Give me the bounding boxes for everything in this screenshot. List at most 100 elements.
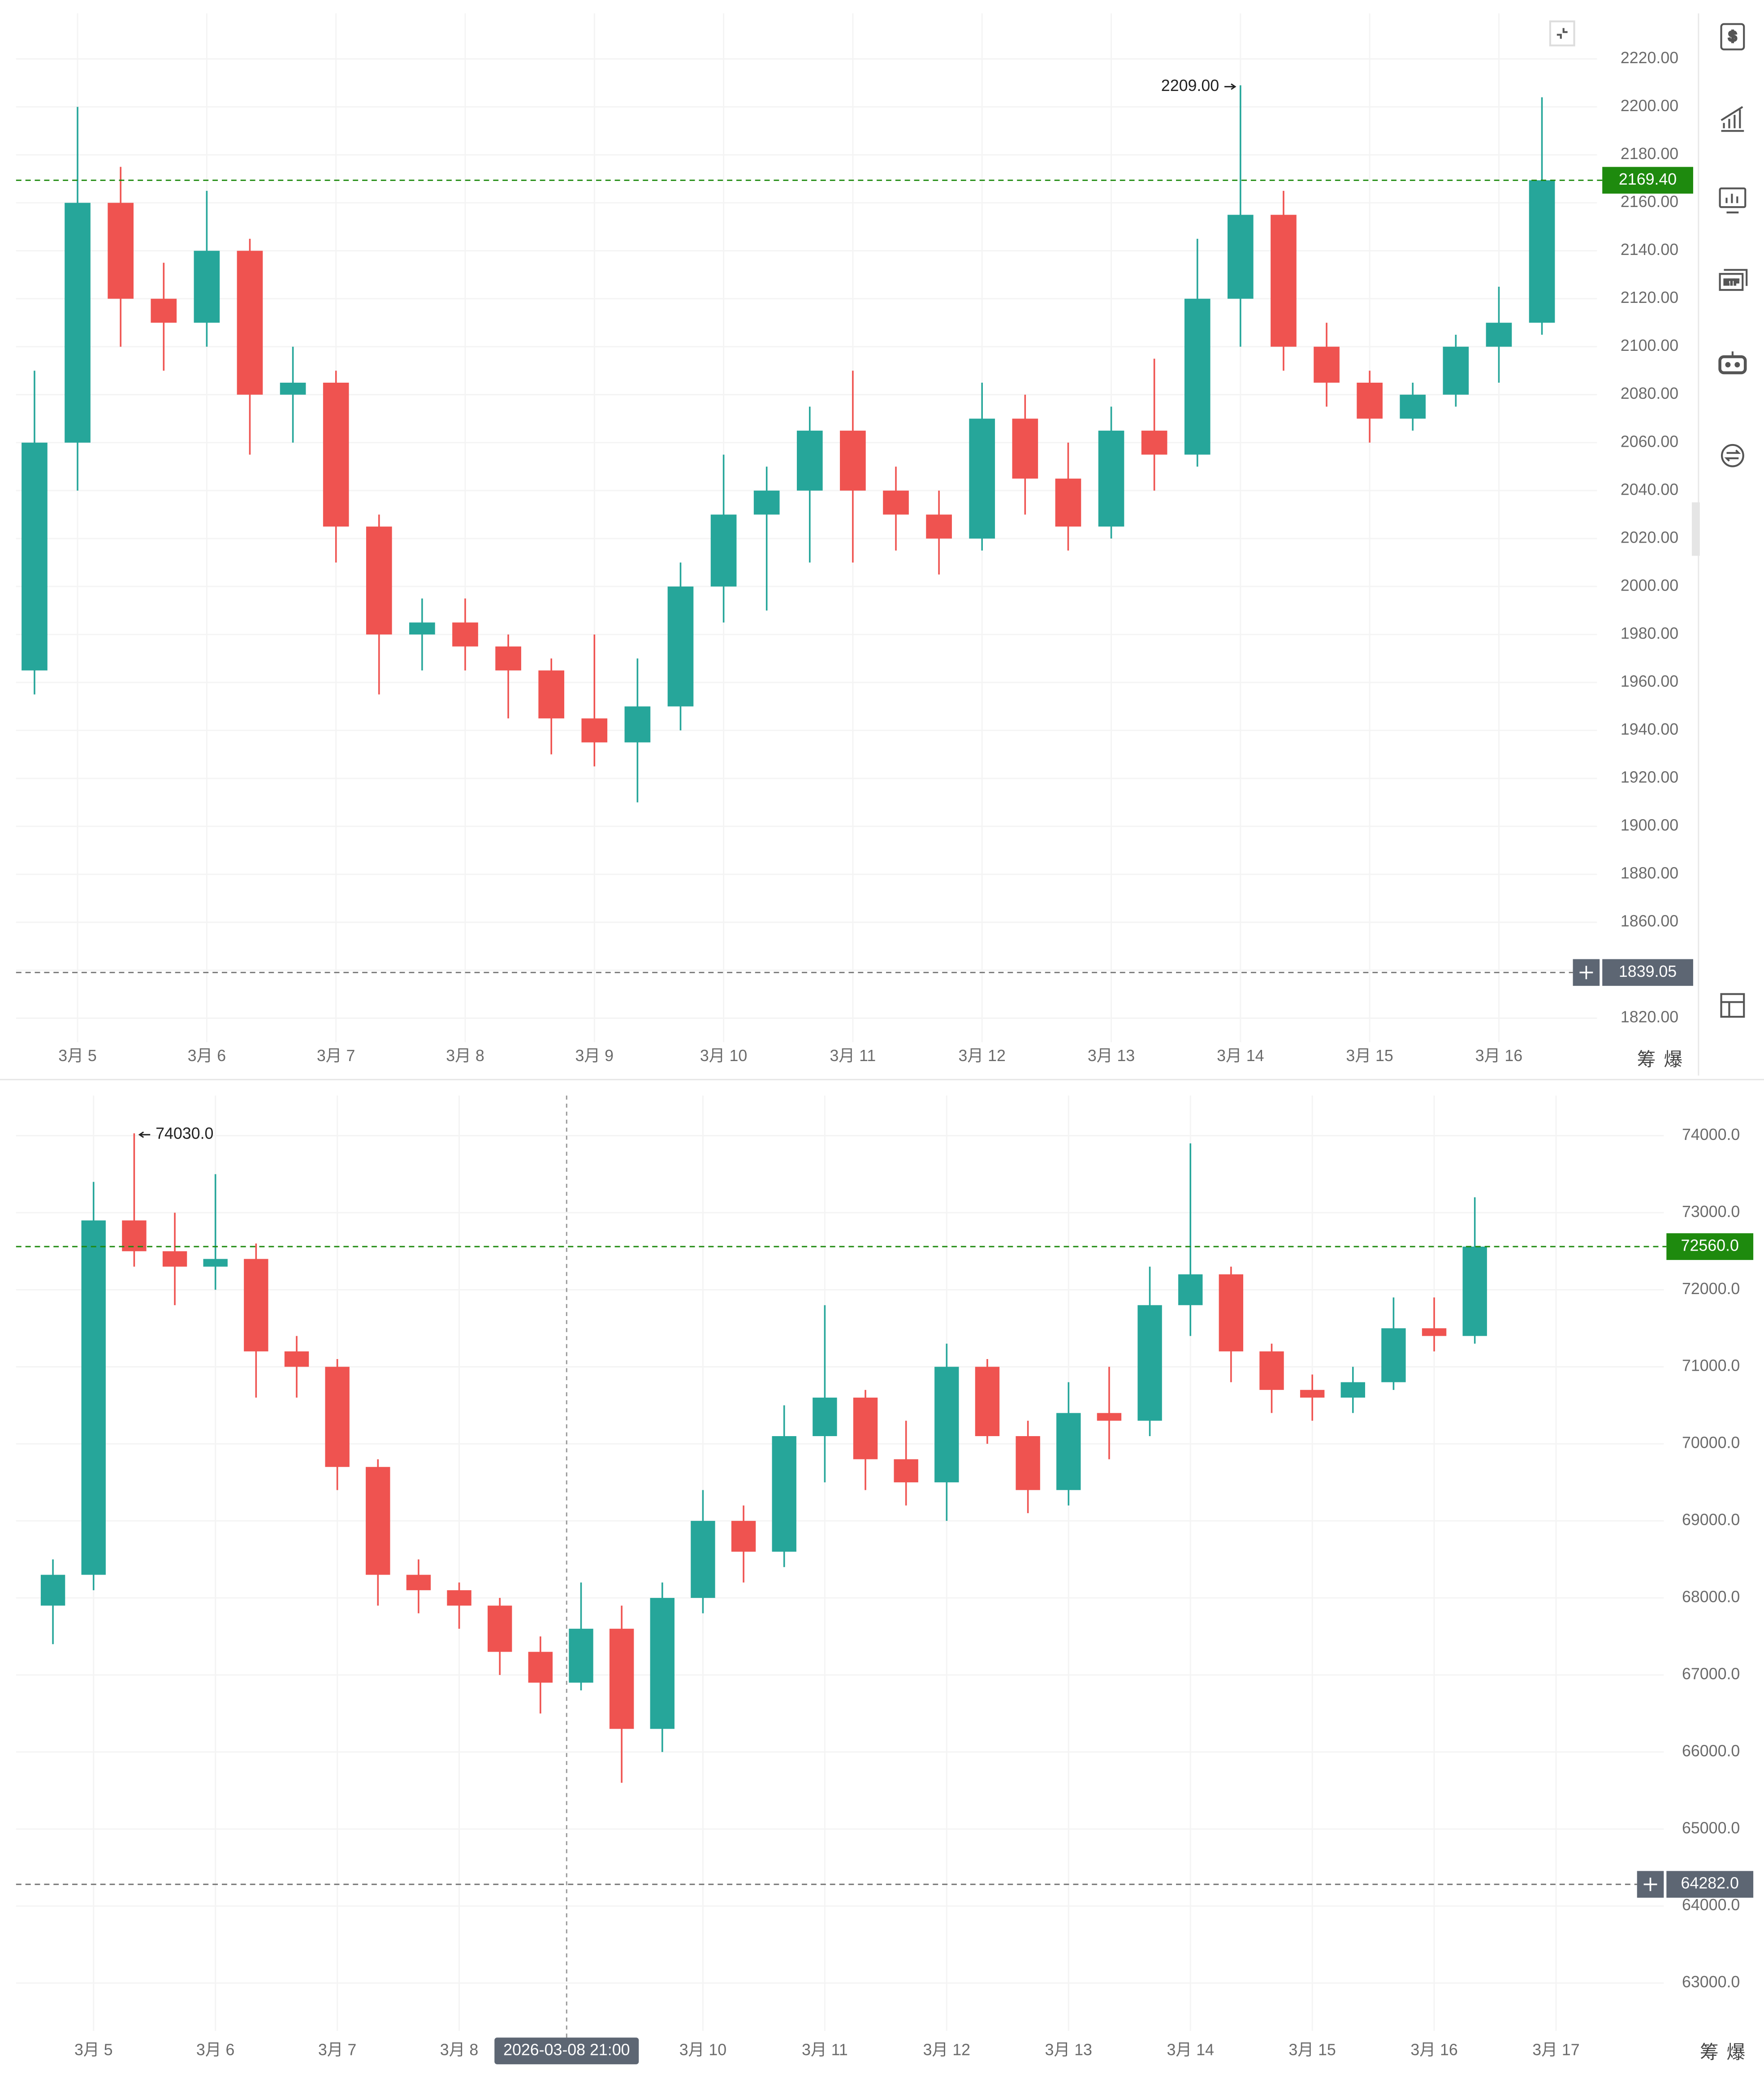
- candle-body: [1400, 394, 1426, 419]
- x-tick-label: 3月 13: [1045, 2041, 1092, 2059]
- candle-body: [772, 1436, 796, 1552]
- candle-body: [1184, 298, 1211, 455]
- y-tick-label: 2180.00: [1621, 145, 1678, 163]
- candle-body: [1016, 1436, 1040, 1490]
- crosshair-label: 2026-03-08 21:00: [503, 2041, 630, 2059]
- x-tick-label: 3月 10: [700, 1047, 747, 1065]
- candle-body: [323, 383, 349, 527]
- plus-icon: [1643, 1878, 1657, 1891]
- y-tick-label: 2220.00: [1621, 49, 1678, 67]
- high-marker-label: 74030.0: [156, 1125, 213, 1143]
- toolbar-icon-bot[interactable]: [1718, 351, 1747, 375]
- y-tick-label: 2160.00: [1621, 193, 1678, 211]
- y-tick-label: 2020.00: [1621, 528, 1678, 546]
- candle-body: [495, 646, 521, 671]
- candle-body: [731, 1521, 756, 1552]
- crosshair-box: [494, 2037, 639, 2064]
- toolbar-icon-indicators[interactable]: [1721, 106, 1744, 132]
- candle-body: [194, 250, 220, 323]
- y-tick-label: 71000.0: [1682, 1357, 1740, 1375]
- candle-body: [1178, 1274, 1203, 1305]
- last-price-label: 72560.0: [1681, 1236, 1739, 1254]
- y-tick-label: 64000.0: [1682, 1896, 1740, 1914]
- y-tick-label: 1960.00: [1621, 672, 1678, 690]
- high-marker-arrow: [138, 1131, 151, 1138]
- x-tick-label: 3月 5: [58, 1047, 97, 1065]
- x-tick-label: 3月 13: [1088, 1047, 1135, 1065]
- x-tick-label: 3月 5: [74, 2041, 113, 2059]
- corner-button[interactable]: 爆: [1726, 2042, 1745, 2063]
- candle-body: [1422, 1328, 1447, 1336]
- toolbar-handle[interactable]: [1691, 502, 1700, 556]
- y-tick-label: 70000.0: [1682, 1434, 1740, 1452]
- price-line-label: 64282.0: [1681, 1874, 1739, 1892]
- candle-body: [813, 1398, 837, 1436]
- toolbar-icon-etf[interactable]: ETF: [1719, 269, 1748, 291]
- corner-button[interactable]: 筹: [1700, 2042, 1719, 2063]
- candle-body: [650, 1598, 674, 1729]
- last-price-box: [1602, 167, 1693, 194]
- toolbar-icon-price[interactable]: $: [1720, 23, 1745, 51]
- x-tick-label: 3月 12: [959, 1047, 1006, 1065]
- high-marker-arrow: [1224, 83, 1237, 90]
- y-tick-label: 2100.00: [1621, 337, 1678, 354]
- y-tick-label: 73000.0: [1682, 1203, 1740, 1221]
- candle-body: [65, 203, 91, 443]
- x-tick-label: 3月 8: [446, 1047, 484, 1065]
- svg-text:ETF: ETF: [1724, 277, 1739, 286]
- candle-body: [1056, 1413, 1081, 1490]
- x-tick-label: 3月 12: [923, 2041, 970, 2059]
- candle-body: [1486, 323, 1512, 347]
- corner-button[interactable]: 爆: [1664, 1049, 1682, 1070]
- candle-body: [366, 1467, 390, 1575]
- x-tick-label: 3月 14: [1217, 1047, 1264, 1065]
- toolbar-icon-layout[interactable]: [1720, 993, 1745, 1018]
- candle-body: [280, 383, 306, 395]
- y-tick-label: 2140.00: [1621, 241, 1678, 259]
- toolbar-icon-swap[interactable]: [1721, 444, 1744, 467]
- candle-body: [934, 1367, 959, 1483]
- candle-body: [569, 1628, 593, 1683]
- candle-body: [1357, 383, 1383, 419]
- svg-text:$: $: [1729, 28, 1737, 44]
- collapse-button[interactable]: [1549, 20, 1575, 47]
- y-tick-label: 1860.00: [1621, 912, 1678, 930]
- y-tick-label: 2040.00: [1621, 480, 1678, 498]
- toolbar-icon-screen[interactable]: [1719, 187, 1747, 214]
- price-line-label: 1839.05: [1619, 962, 1677, 980]
- candle-body: [366, 527, 392, 634]
- x-tick-label: 3月 15: [1346, 1047, 1393, 1065]
- x-tick-label: 3月 16: [1410, 2041, 1457, 2059]
- x-tick-label: 3月 6: [196, 2041, 235, 2059]
- candle-body: [162, 1251, 187, 1267]
- y-tick-label: 2000.00: [1621, 576, 1678, 594]
- candle-body: [447, 1590, 471, 1606]
- y-tick-label: 63000.0: [1682, 1973, 1740, 1991]
- candle-body: [753, 490, 780, 515]
- y-tick-label: 67000.0: [1682, 1665, 1740, 1683]
- x-tick-label: 3月 6: [188, 1047, 226, 1065]
- candle-body: [969, 419, 995, 539]
- candle-body: [81, 1220, 106, 1575]
- candle-body: [1271, 215, 1297, 347]
- y-tick-label: 1920.00: [1621, 768, 1678, 786]
- candle-body: [1443, 346, 1469, 395]
- candle-body: [1227, 215, 1254, 299]
- high-marker-label: 2209.00: [1161, 77, 1219, 95]
- candle-body: [1055, 479, 1081, 527]
- corner-button[interactable]: 筹: [1637, 1049, 1656, 1070]
- candle-body: [1137, 1305, 1162, 1421]
- candle-body: [1529, 180, 1555, 323]
- candle-body: [796, 431, 823, 491]
- candle-body: [624, 706, 651, 742]
- y-tick-label: 1820.00: [1621, 1008, 1678, 1026]
- x-tick-label: 3月 14: [1167, 2041, 1214, 2059]
- candle-body: [1340, 1382, 1365, 1398]
- candle-body: [1219, 1274, 1244, 1351]
- candle-body: [710, 514, 737, 587]
- x-tick-label: 3月 8: [440, 2041, 478, 2059]
- candle-body: [325, 1367, 350, 1467]
- candle-body: [1259, 1351, 1284, 1390]
